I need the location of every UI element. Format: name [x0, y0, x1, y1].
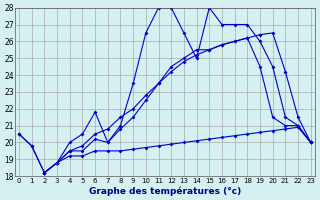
X-axis label: Graphe des températures (°c): Graphe des températures (°c) — [89, 186, 241, 196]
